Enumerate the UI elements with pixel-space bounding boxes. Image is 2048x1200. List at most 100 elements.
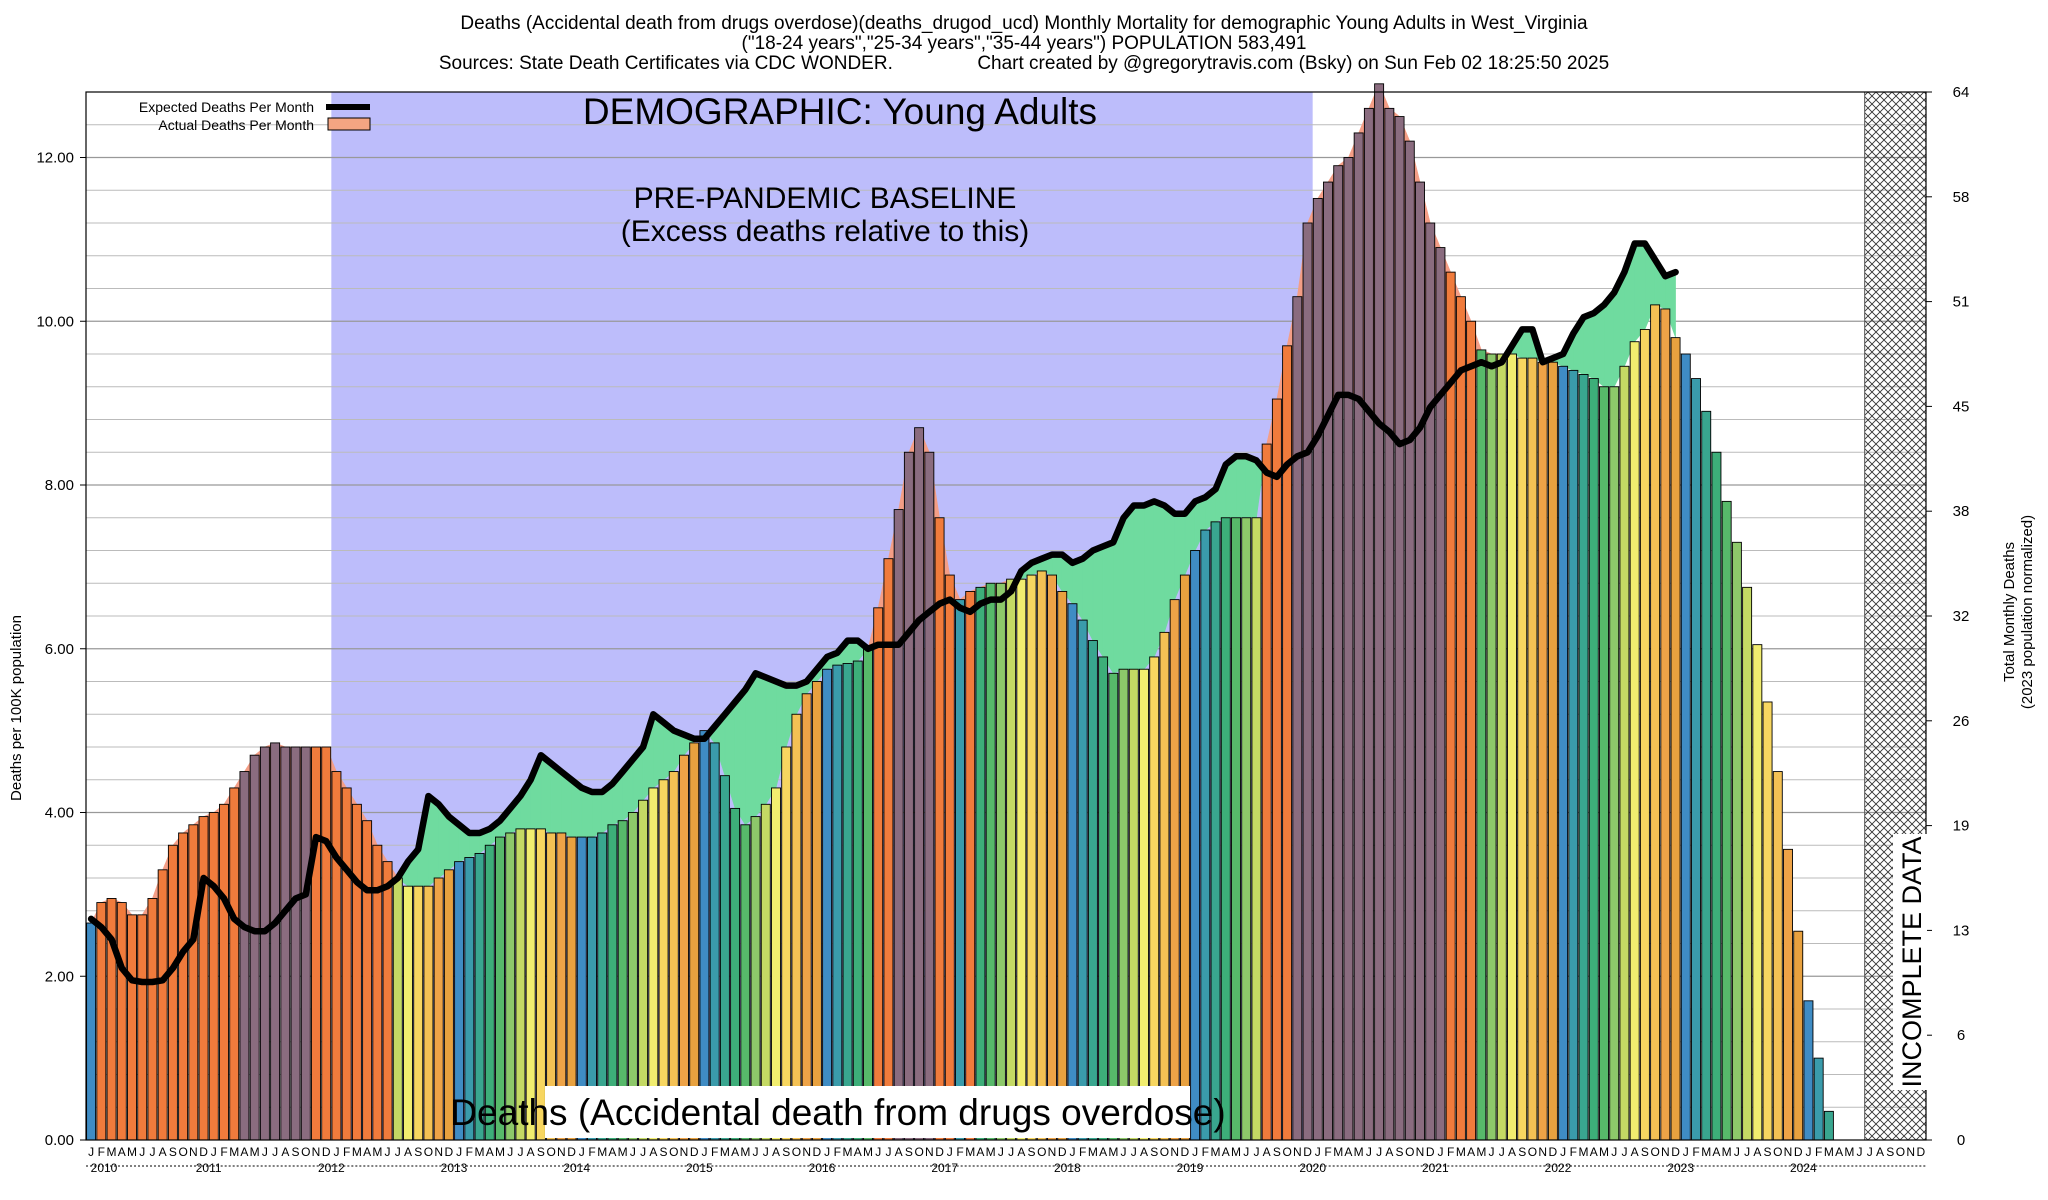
bar bbox=[86, 922, 97, 1141]
month-tick-label: J bbox=[456, 1145, 462, 1159]
month-tick-label: F bbox=[1202, 1145, 1209, 1159]
bar bbox=[689, 742, 700, 1141]
month-tick-label: D bbox=[1794, 1145, 1803, 1159]
bar bbox=[1691, 378, 1701, 1141]
y2-axis-label-line-1: Total Monthly Deaths bbox=[2001, 542, 2018, 682]
month-tick-label: J bbox=[875, 1145, 881, 1159]
month-tick-label: F bbox=[220, 1145, 227, 1159]
month-tick-label: M bbox=[1108, 1145, 1118, 1159]
bar bbox=[116, 902, 127, 1141]
incomplete-data-label-group: INCOMPLETE DATA bbox=[1893, 834, 1927, 1090]
month-tick-label: A bbox=[1099, 1145, 1107, 1159]
month-tick-label: A bbox=[1753, 1145, 1761, 1159]
bar bbox=[1578, 374, 1589, 1141]
month-tick-label: N bbox=[1538, 1145, 1547, 1159]
month-tick-label: J bbox=[272, 1145, 278, 1159]
month-tick-label: S bbox=[537, 1145, 545, 1159]
bar bbox=[1292, 296, 1303, 1141]
month-tick-label: A bbox=[976, 1145, 984, 1159]
month-tick-label: O bbox=[1037, 1145, 1046, 1159]
bar bbox=[1087, 640, 1098, 1141]
bar bbox=[1374, 83, 1385, 1141]
month-tick-label: A bbox=[649, 1145, 657, 1159]
bar bbox=[1793, 930, 1804, 1141]
year-tick-label: 2018 bbox=[1054, 1161, 1081, 1175]
month-tick-label: A bbox=[854, 1145, 862, 1159]
bar bbox=[1547, 361, 1558, 1141]
y2-tick-label: 19 bbox=[1953, 818, 1970, 835]
bar bbox=[1404, 140, 1415, 1141]
month-tick-label: J bbox=[1008, 1145, 1014, 1159]
month-tick-label: J bbox=[1805, 1145, 1811, 1159]
month-tick-label: J bbox=[1489, 1145, 1495, 1159]
bar bbox=[1200, 529, 1211, 1141]
chart-title-line-3: Sources: State Death Certificates via CD… bbox=[438, 53, 1610, 74]
month-tick-label: A bbox=[1835, 1145, 1843, 1159]
year-tick-label: 2023 bbox=[1667, 1161, 1694, 1175]
bar bbox=[1650, 304, 1661, 1141]
bar bbox=[1435, 247, 1446, 1141]
bar bbox=[1680, 353, 1691, 1141]
year-tick-label: 2014 bbox=[563, 1161, 590, 1175]
month-tick-label: F bbox=[956, 1145, 963, 1159]
month-tick-label: D bbox=[567, 1145, 576, 1159]
incomplete-label-box bbox=[1893, 834, 1927, 1090]
month-tick-label: J bbox=[701, 1145, 707, 1159]
bar bbox=[842, 663, 853, 1141]
bar bbox=[188, 824, 199, 1141]
month-tick-label: M bbox=[1231, 1145, 1241, 1159]
bar bbox=[1445, 271, 1456, 1141]
month-tick-label: O bbox=[1405, 1145, 1414, 1159]
month-tick-label: A bbox=[772, 1145, 780, 1159]
month-tick-label: M bbox=[740, 1145, 750, 1159]
bar bbox=[311, 746, 321, 1141]
month-tick-label: A bbox=[1467, 1145, 1475, 1159]
bar bbox=[822, 668, 833, 1141]
y2-axis-label-line-2: (2023 population normalized) bbox=[2019, 515, 2036, 709]
month-tick-label: M bbox=[843, 1145, 853, 1159]
month-tick-label: N bbox=[1170, 1145, 1179, 1159]
bar bbox=[914, 427, 925, 1141]
month-tick-label: F bbox=[1324, 1145, 1331, 1159]
month-tick-label: O bbox=[1528, 1145, 1537, 1159]
month-tick-label: D bbox=[1303, 1145, 1312, 1159]
bar bbox=[1098, 656, 1109, 1141]
month-tick-label: J bbox=[1253, 1145, 1259, 1159]
bar bbox=[1343, 157, 1354, 1141]
bar bbox=[1353, 132, 1364, 1141]
y-tick-label: 4.00 bbox=[45, 805, 74, 822]
bar bbox=[1302, 222, 1313, 1141]
month-tick-label: M bbox=[1599, 1145, 1609, 1159]
bar bbox=[1588, 378, 1599, 1141]
month-tick-label: N bbox=[680, 1145, 689, 1159]
month-tick-label: J bbox=[1192, 1145, 1198, 1159]
bar bbox=[270, 742, 281, 1141]
month-tick-label: J bbox=[1315, 1145, 1321, 1159]
month-tick-label: A bbox=[1508, 1145, 1516, 1159]
bar bbox=[1609, 386, 1620, 1141]
month-tick-label: M bbox=[475, 1145, 485, 1159]
deficit-fill bbox=[734, 688, 746, 826]
bar bbox=[1159, 631, 1170, 1141]
month-tick-label: D bbox=[935, 1145, 944, 1159]
month-tick-label: A bbox=[118, 1145, 126, 1159]
month-tick-label: J bbox=[1437, 1145, 1443, 1159]
month-tick-label: J bbox=[640, 1145, 646, 1159]
month-tick-label: O bbox=[301, 1145, 310, 1159]
bar bbox=[1762, 701, 1773, 1141]
year-tick-label: 2012 bbox=[318, 1161, 345, 1175]
year-tick-label: 2017 bbox=[931, 1161, 958, 1175]
chart-title-line-1: Deaths (Accidental death from drugs over… bbox=[460, 13, 1588, 34]
year-tick-label: 2016 bbox=[809, 1161, 836, 1175]
month-tick-label: M bbox=[1722, 1145, 1732, 1159]
y-tick-label: 6.00 bbox=[45, 641, 74, 658]
month-tick-label: F bbox=[1079, 1145, 1086, 1159]
bar bbox=[1721, 500, 1732, 1141]
year-tick-label: 2013 bbox=[441, 1161, 468, 1175]
y-tick-label: 8.00 bbox=[45, 477, 74, 494]
y-tick-label: 10.00 bbox=[36, 313, 74, 330]
bar bbox=[1752, 644, 1763, 1141]
bar bbox=[1190, 550, 1201, 1141]
bar bbox=[1149, 656, 1160, 1141]
month-tick-label: M bbox=[372, 1145, 382, 1159]
